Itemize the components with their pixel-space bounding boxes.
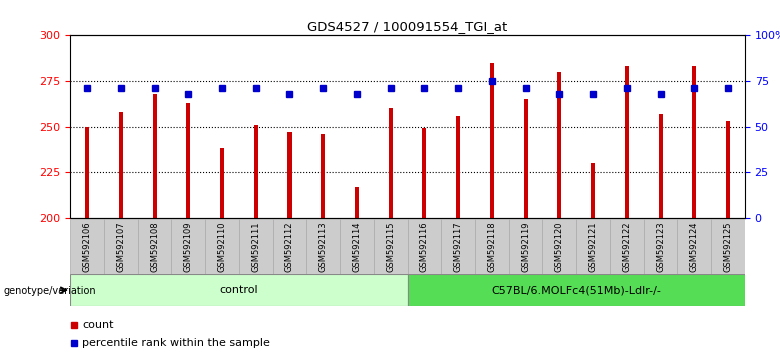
Bar bbox=[610, 219, 644, 274]
Bar bbox=[523, 99, 527, 218]
Text: GSM592119: GSM592119 bbox=[521, 222, 530, 272]
Bar bbox=[644, 219, 677, 274]
Text: count: count bbox=[82, 320, 113, 330]
Text: GSM592115: GSM592115 bbox=[386, 222, 395, 272]
Bar bbox=[104, 219, 138, 274]
Text: GSM592123: GSM592123 bbox=[656, 222, 665, 272]
Text: percentile rank within the sample: percentile rank within the sample bbox=[82, 338, 270, 348]
Bar bbox=[490, 63, 494, 218]
Text: GSM592107: GSM592107 bbox=[116, 222, 126, 272]
Text: C57BL/6.MOLFc4(51Mb)-Ldlr-/-: C57BL/6.MOLFc4(51Mb)-Ldlr-/- bbox=[491, 285, 661, 295]
Bar bbox=[340, 219, 374, 274]
Bar bbox=[677, 219, 711, 274]
Bar bbox=[407, 274, 745, 306]
Bar bbox=[625, 67, 629, 218]
Bar bbox=[137, 219, 172, 274]
Bar bbox=[220, 148, 224, 218]
Text: GSM592120: GSM592120 bbox=[555, 222, 564, 272]
Bar bbox=[423, 129, 427, 218]
Bar bbox=[543, 219, 576, 274]
Text: GSM592122: GSM592122 bbox=[622, 222, 631, 272]
Bar bbox=[307, 219, 340, 274]
Bar bbox=[70, 219, 104, 274]
Text: GSM592106: GSM592106 bbox=[83, 222, 91, 272]
Bar bbox=[254, 125, 257, 218]
Bar bbox=[172, 219, 205, 274]
Text: GSM592121: GSM592121 bbox=[589, 222, 597, 272]
Bar bbox=[658, 114, 662, 218]
Title: GDS4527 / 100091554_TGI_at: GDS4527 / 100091554_TGI_at bbox=[307, 20, 508, 33]
Text: GSM592112: GSM592112 bbox=[285, 222, 294, 272]
Bar bbox=[119, 112, 122, 218]
Text: GSM592116: GSM592116 bbox=[420, 222, 429, 272]
Bar bbox=[153, 94, 157, 218]
Bar bbox=[239, 219, 273, 274]
Bar bbox=[288, 132, 292, 218]
Text: GSM592110: GSM592110 bbox=[218, 222, 226, 272]
Bar bbox=[441, 219, 475, 274]
Text: GSM592125: GSM592125 bbox=[724, 222, 732, 272]
Text: genotype/variation: genotype/variation bbox=[4, 286, 97, 296]
Text: GSM592117: GSM592117 bbox=[454, 222, 463, 272]
Bar bbox=[558, 72, 562, 218]
Bar bbox=[407, 219, 441, 274]
Text: GSM592118: GSM592118 bbox=[488, 222, 496, 272]
Bar bbox=[711, 219, 745, 274]
Bar bbox=[693, 67, 697, 218]
Bar bbox=[205, 219, 239, 274]
Text: GSM592108: GSM592108 bbox=[150, 222, 159, 272]
Bar bbox=[273, 219, 307, 274]
Text: GSM592124: GSM592124 bbox=[690, 222, 699, 272]
Bar bbox=[388, 108, 392, 218]
Text: control: control bbox=[219, 285, 258, 295]
Bar bbox=[456, 116, 460, 218]
Text: GSM592109: GSM592109 bbox=[184, 222, 193, 272]
Text: GSM592111: GSM592111 bbox=[251, 222, 261, 272]
Bar bbox=[576, 219, 610, 274]
Bar bbox=[321, 134, 325, 218]
Bar bbox=[475, 219, 509, 274]
Text: GSM592114: GSM592114 bbox=[353, 222, 361, 272]
Bar bbox=[509, 219, 543, 274]
Bar bbox=[85, 127, 89, 218]
Text: GSM592113: GSM592113 bbox=[319, 222, 328, 272]
Bar bbox=[186, 103, 190, 218]
Bar bbox=[374, 219, 407, 274]
Bar bbox=[591, 163, 595, 218]
Bar bbox=[355, 187, 359, 218]
Bar bbox=[726, 121, 730, 218]
Bar bbox=[70, 274, 407, 306]
